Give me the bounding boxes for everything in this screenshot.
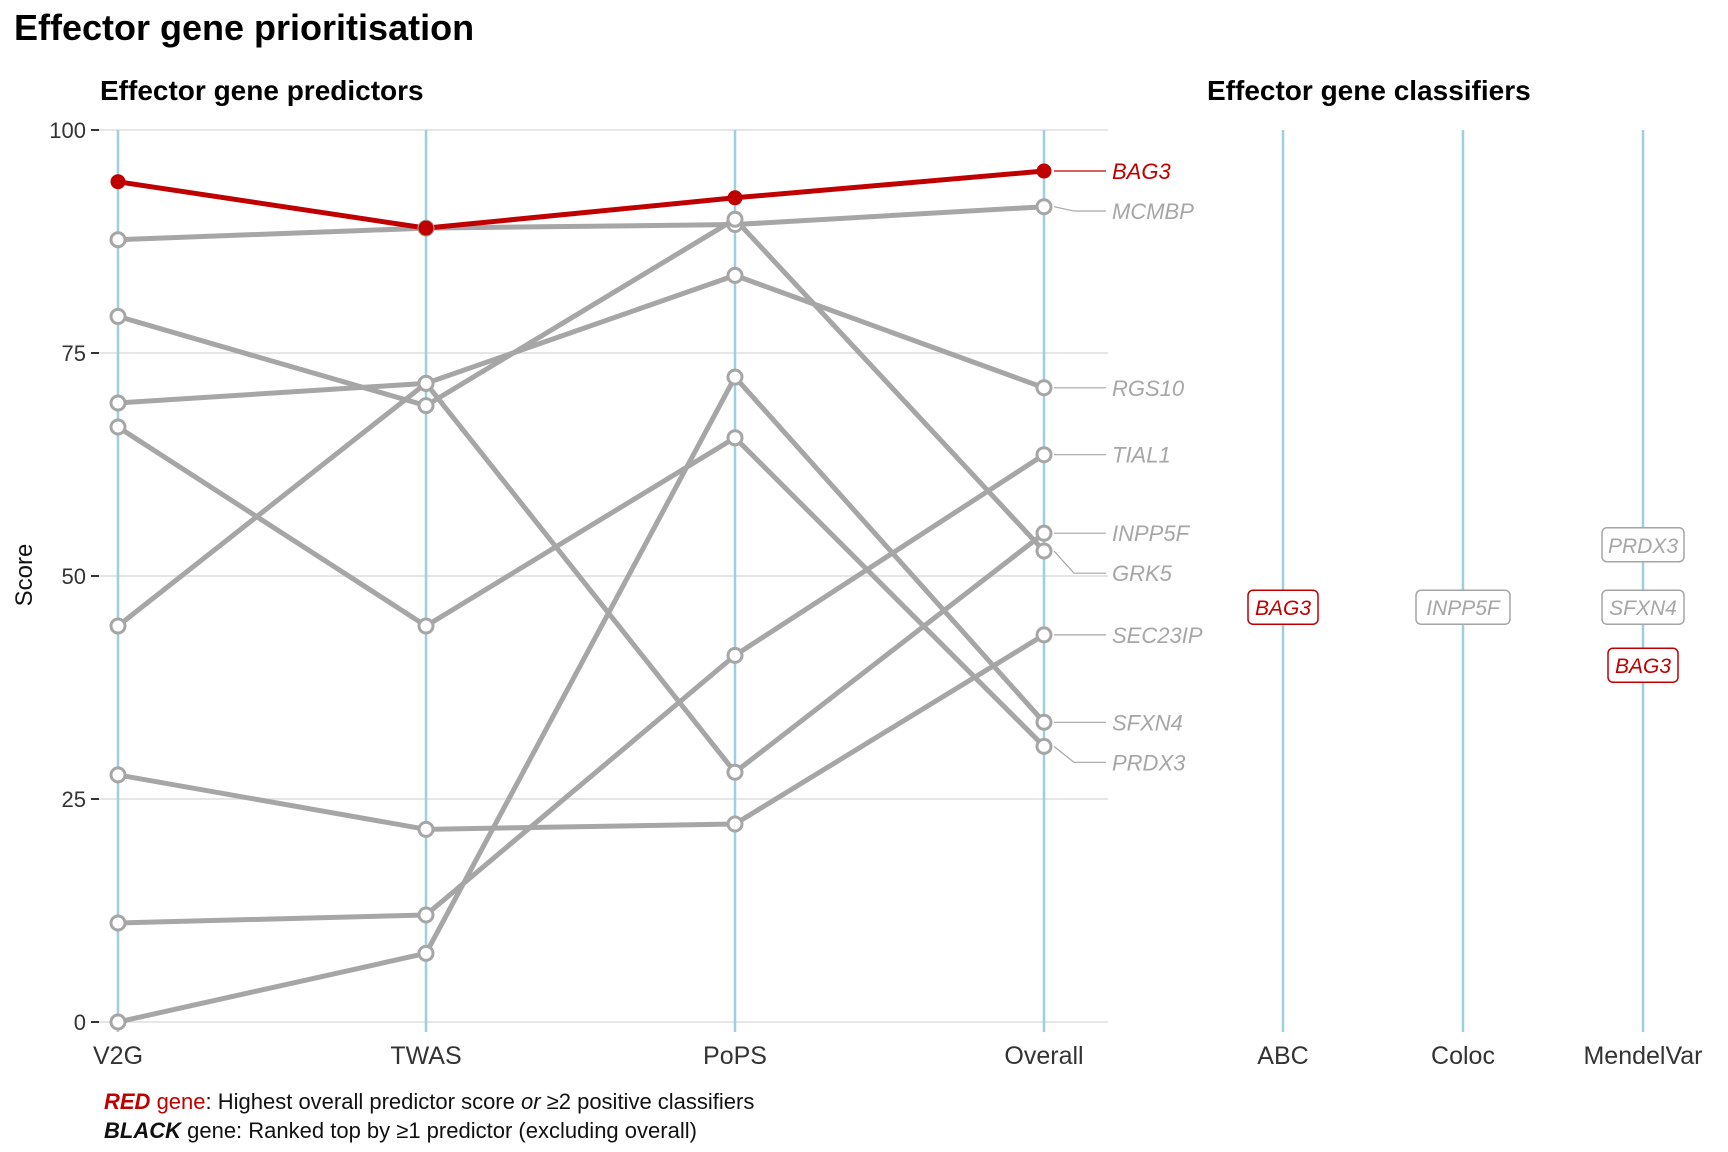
series-line-MCMBP	[117, 204, 1045, 243]
gene-label-TIAL1: TIAL1	[1112, 443, 1171, 468]
point-TIAL1-V2G	[109, 914, 127, 932]
gene-label-SEC23IP: SEC23IP	[1112, 623, 1203, 648]
point-SFXN4-V2G	[109, 1013, 127, 1031]
gene-label-INPP5F: INPP5F	[1112, 521, 1191, 546]
x-tick-Overall: Overall	[1004, 1042, 1083, 1070]
y-axis-ticks: 0 25 50 75 100	[49, 118, 99, 1035]
classifier-box-ABC-BAG3	[1247, 589, 1319, 625]
point-PRDX3-V2G	[109, 418, 127, 436]
series-line-INPP5F	[117, 380, 1046, 775]
point-BAG3-PoPS	[727, 190, 743, 206]
point-GRK5-TWAS	[417, 397, 435, 415]
series-line-SEC23IP	[117, 632, 1046, 832]
x-tick-ABC: ABC	[1257, 1042, 1308, 1070]
series-line-GRK5	[117, 216, 1046, 553]
point-PRDX3-PoPS	[726, 429, 744, 447]
y-tick-label-2: 50	[62, 564, 86, 589]
x-tick-Coloc: Coloc	[1431, 1042, 1495, 1070]
gene-labels: BAG3 MCMBP RGS10 TIAL1 INPP5F GRK5 SEC23IP SFXN…	[1053, 159, 1203, 775]
classifier-box-MendelVar-SFXN4	[1601, 589, 1685, 625]
note-black-word: BLACK	[104, 1118, 183, 1143]
note-red-gene: gene	[150, 1089, 205, 1114]
point-GRK5-Overall	[1035, 542, 1053, 560]
point-GRK5-PoPS	[726, 210, 744, 228]
point-SEC23IP-Overall	[1035, 626, 1053, 644]
gene-label-BAG3: BAG3	[1112, 159, 1171, 184]
classifier-label-MendelVar-PRDX3: PRDX3	[1608, 535, 1678, 558]
x-tick-MendelVar: MendelVar	[1583, 1042, 1702, 1070]
classifiers-subtitle: Effector gene classifiers	[1207, 75, 1531, 106]
point-SEC23IP-V2G	[109, 766, 127, 784]
point-PRDX3-Overall	[1035, 737, 1053, 755]
point-MCMBP-V2G	[109, 231, 127, 249]
y-tick-label-0: 0	[74, 1010, 86, 1035]
y-tick-label-4: 100	[49, 118, 86, 143]
gene-label-PRDX3: PRDX3	[1112, 750, 1186, 775]
point-TIAL1-Overall	[1035, 446, 1053, 464]
classifier-label-Coloc-INPP5F: INPP5F	[1426, 597, 1501, 620]
series-points	[109, 163, 1053, 1031]
classifier-label-ABC-BAG3: BAG3	[1255, 597, 1311, 620]
point-SFXN4-PoPS	[726, 368, 744, 386]
x-tick-V2G: V2G	[93, 1042, 143, 1070]
point-RGS10-V2G	[109, 617, 127, 635]
gene-label-MCMBP: MCMBP	[1112, 199, 1194, 224]
point-GRK5-V2G	[109, 307, 127, 325]
category-axes	[116, 130, 1645, 1032]
label-leader-PRDX3	[1053, 745, 1106, 763]
x-tick-TWAS: TWAS	[390, 1042, 461, 1070]
gene-label-SFXN4: SFXN4	[1112, 710, 1183, 735]
point-SFXN4-Overall	[1035, 713, 1053, 731]
point-BAG3-Overall	[1036, 163, 1052, 179]
point-PRDX3-TWAS	[417, 617, 435, 635]
classifier-box-Coloc-INPP5F	[1415, 589, 1511, 625]
gene-label-GRK5: GRK5	[1112, 561, 1173, 586]
note-red-tail: ≥2 positive classifiers	[541, 1089, 755, 1114]
point-SEC23IP-TWAS	[417, 820, 435, 838]
note-red-text: : Highest overall predictor score	[206, 1089, 521, 1114]
legend-note-black: BLACK gene: Ranked top by ≥1 predictor (…	[104, 1118, 697, 1143]
series-line-SFXN4	[117, 374, 1046, 1025]
x-tick-PoPS: PoPS	[703, 1042, 767, 1070]
note-red-or: or	[521, 1089, 542, 1114]
label-leader-MCMBP	[1053, 206, 1106, 212]
point-BAG3-V2G	[110, 174, 126, 190]
legend-note-red: RED gene: Highest overall predictor scor…	[104, 1089, 754, 1114]
y-tick-label-1: 25	[62, 787, 86, 812]
series-line-RGS10	[116, 272, 1045, 628]
gene-label-RGS10: RGS10	[1112, 376, 1185, 401]
label-leader-GRK5	[1053, 550, 1106, 574]
point-INPP5F-PoPS	[726, 763, 744, 781]
point-RGS10-Overall	[1035, 379, 1053, 397]
classifier-box-MendelVar-BAG3	[1607, 647, 1679, 683]
point-MCMBP-Overall	[1035, 198, 1053, 216]
figure-title: Effector gene prioritisation	[14, 7, 474, 48]
point-SEC23IP-PoPS	[726, 815, 744, 833]
point-SFXN4-TWAS	[417, 944, 435, 962]
gridlines	[99, 129, 1108, 1023]
note-black-text: gene: Ranked top by ≥1 predictor (exclud…	[181, 1118, 697, 1143]
classifier-label-MendelVar-BAG3: BAG3	[1615, 655, 1671, 678]
point-RGS10-PoPS	[726, 266, 744, 284]
series-line-PRDX3	[116, 424, 1046, 749]
point-TIAL1-TWAS	[417, 906, 435, 924]
series-lines	[116, 168, 1046, 1025]
classifier-labels: BAG3 INPP5F PRDX3 SFXN4 BAG3	[1247, 527, 1685, 683]
classifier-box-MendelVar-PRDX3	[1601, 527, 1685, 563]
series-line-TIAL1	[117, 452, 1046, 926]
x-axis-ticks: V2G TWAS PoPS Overall ABC Coloc MendelVar	[93, 1042, 1703, 1070]
note-red-word: RED	[104, 1089, 151, 1114]
y-axis-label: Score	[11, 544, 38, 607]
series-line-BAG3	[117, 168, 1045, 231]
predictors-subtitle: Effector gene predictors	[100, 75, 424, 106]
classifier-label-MendelVar-SFXN4: SFXN4	[1609, 597, 1677, 620]
point-INPP5F-TWAS	[417, 374, 435, 392]
y-tick-label-3: 75	[62, 341, 86, 366]
point-INPP5F-Overall	[1035, 524, 1053, 542]
point-BAG3-TWAS	[418, 220, 434, 236]
point-TIAL1-PoPS	[726, 646, 744, 664]
point-INPP5F-V2G	[109, 394, 127, 412]
